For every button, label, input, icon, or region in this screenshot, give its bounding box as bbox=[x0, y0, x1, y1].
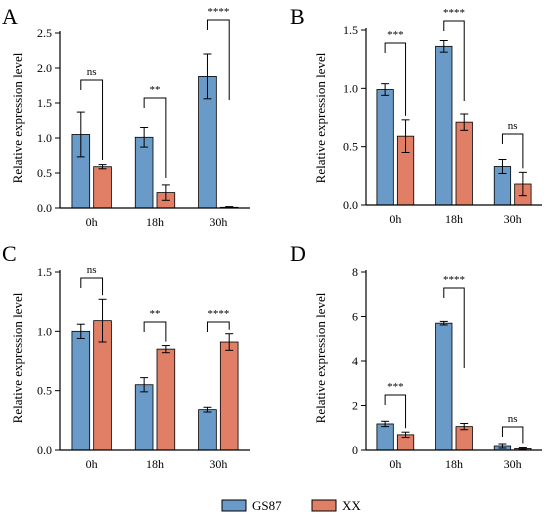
significance-label-d: **** bbox=[443, 274, 465, 286]
y-axis-label-d: Relative expression level bbox=[313, 292, 328, 423]
y-tick-label-a: 1.0 bbox=[37, 131, 52, 145]
significance-label-b: **** bbox=[443, 7, 465, 19]
y-tick-label-c: 0.0 bbox=[37, 443, 52, 457]
legend: GS87 XX bbox=[221, 498, 361, 513]
panel-letter-b: B bbox=[290, 4, 305, 29]
bar-c-18h-gs87 bbox=[134, 384, 154, 451]
significance-label-a: **** bbox=[207, 6, 229, 18]
x-tick-label-b: 30h bbox=[504, 212, 522, 226]
bar-d-0h-gs87 bbox=[376, 423, 394, 451]
y-tick-label-d: 0 bbox=[352, 443, 358, 457]
significance-bracket-d bbox=[443, 287, 465, 368]
plot-area-a: 0.0 0.5 1.0 1.5 2.0 2.5 0h ns 18h ** 30h **** bbox=[37, 6, 250, 229]
panel-letter-d: D bbox=[290, 241, 306, 266]
panel-b: B Relative expression level 0.0 0.5 1.0 1.5… bbox=[290, 4, 542, 226]
significance-bracket-c bbox=[80, 277, 104, 296]
significance-bracket-a bbox=[206, 19, 230, 100]
y-axis-label-b: Relative expression level bbox=[313, 52, 328, 183]
bar-c-30h-gs87 bbox=[198, 409, 217, 451]
significance-label-c: ns bbox=[87, 264, 97, 276]
y-tick-label-c: 1.0 bbox=[37, 324, 52, 338]
x-tick-label-c: 18h bbox=[146, 457, 164, 471]
bar-d-18h-gs87 bbox=[435, 322, 453, 451]
x-tick-label-a: 18h bbox=[146, 215, 164, 229]
significance-label-c: **** bbox=[207, 308, 229, 320]
legend-label-xx: XX bbox=[342, 498, 361, 513]
significance-label-a: ** bbox=[150, 84, 161, 96]
bar-c-18h-xx bbox=[156, 348, 176, 451]
significance-bracket-c bbox=[143, 321, 167, 342]
significance-bracket-a bbox=[143, 97, 167, 178]
bar-a-18h-gs87 bbox=[134, 136, 154, 209]
significance-bracket-b bbox=[443, 20, 465, 101]
significance-label-d: *** bbox=[387, 381, 404, 393]
y-tick-label-d: 8 bbox=[352, 265, 358, 279]
panel-a: A Relative expression level 0.0 0.5 1.0 1.5… bbox=[2, 4, 250, 229]
y-tick-label-b: 0.0 bbox=[343, 198, 358, 212]
panel-c: C Relative expression level 0.0 0.5 1.0 1.5… bbox=[2, 241, 250, 471]
significance-bracket-b bbox=[384, 42, 407, 116]
y-tick-label-b: 1.0 bbox=[343, 81, 358, 95]
x-tick-label-a: 0h bbox=[86, 215, 98, 229]
plot-area-b: 0.0 0.5 1.0 1.5 0h *** 18h **** 30h ns bbox=[343, 7, 542, 226]
y-tick-label-a: 0.5 bbox=[37, 166, 52, 180]
bar-c-30h-xx bbox=[219, 341, 239, 451]
significance-bracket-a bbox=[80, 79, 104, 160]
plot-area-d: 0 2 4 6 8 0h *** 18h **** 30h ns bbox=[352, 265, 542, 471]
bar-a-0h-xx bbox=[93, 166, 112, 209]
y-axis-label-a: Relative expression level bbox=[10, 52, 25, 183]
legend-swatch-xx bbox=[311, 499, 337, 512]
legend-label-gs87: GS87 bbox=[252, 498, 282, 513]
significance-bracket-d bbox=[384, 394, 407, 429]
panel-letter-a: A bbox=[2, 4, 18, 29]
significance-bracket-c bbox=[206, 321, 230, 332]
y-tick-label-a: 0.0 bbox=[37, 201, 52, 215]
x-tick-label-c: 30h bbox=[209, 457, 227, 471]
y-tick-label-a: 2.0 bbox=[37, 61, 52, 75]
y-tick-label-a: 1.5 bbox=[37, 96, 52, 110]
significance-label-b: ns bbox=[508, 120, 518, 132]
y-tick-label-c: 1.5 bbox=[37, 265, 52, 279]
panel-d: D Relative expression level 0 2 4 6 8 0h *** 18… bbox=[290, 241, 542, 471]
x-tick-label-b: 18h bbox=[445, 212, 463, 226]
y-tick-label-c: 0.5 bbox=[37, 384, 52, 398]
y-axis-label-c: Relative expression level bbox=[10, 292, 25, 423]
legend-swatch-gs87 bbox=[221, 499, 247, 512]
x-tick-label-d: 18h bbox=[445, 457, 463, 471]
x-tick-label-a: 30h bbox=[209, 215, 227, 229]
x-tick-label-d: 0h bbox=[389, 457, 401, 471]
significance-bracket-b bbox=[501, 133, 524, 169]
y-tick-label-d: 2 bbox=[352, 399, 358, 413]
plot-area-c: 0.0 0.5 1.0 1.5 0h ns 18h ** 30h **** bbox=[37, 264, 250, 471]
significance-label-b: *** bbox=[387, 29, 404, 41]
bar-b-18h-xx bbox=[455, 121, 473, 206]
bar-b-18h-gs87 bbox=[435, 45, 453, 206]
y-tick-label-d: 4 bbox=[352, 354, 358, 368]
y-tick-label-b: 0.5 bbox=[343, 140, 358, 154]
x-tick-label-d: 30h bbox=[504, 457, 522, 471]
y-tick-label-b: 1.5 bbox=[343, 23, 358, 37]
panel-letter-c: C bbox=[2, 241, 17, 266]
x-tick-label-c: 0h bbox=[86, 457, 98, 471]
significance-bracket-d bbox=[501, 426, 524, 444]
significance-label-d: ns bbox=[508, 413, 518, 425]
y-tick-label-a: 2.5 bbox=[37, 26, 52, 40]
bar-c-0h-gs87 bbox=[71, 330, 91, 451]
x-tick-label-b: 0h bbox=[389, 212, 401, 226]
significance-label-a: ns bbox=[87, 66, 97, 78]
bar-b-0h-gs87 bbox=[376, 89, 394, 206]
y-tick-label-d: 6 bbox=[352, 310, 358, 324]
significance-label-c: ** bbox=[150, 308, 161, 320]
